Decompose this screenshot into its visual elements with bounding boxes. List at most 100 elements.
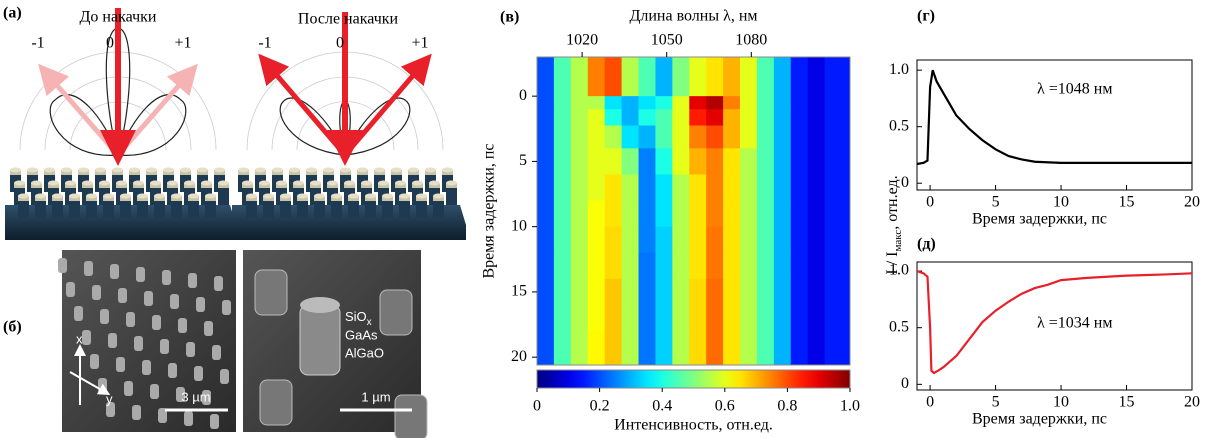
pillar [246,196,257,218]
pillar-top [137,193,148,199]
pillar-top [331,193,342,199]
pillar-top [10,167,21,173]
x-tick-label: 10 [1053,394,1069,411]
heat-cell [790,278,809,306]
pillar [306,170,317,192]
pillar [416,196,427,218]
sem-pillar [144,291,153,306]
y-tick-label: 0.5 [889,117,909,134]
pillar-top [255,167,266,173]
heat-cell [672,79,690,97]
x-tick-label: 1080 [735,32,767,49]
heat-cell [689,79,707,97]
pillar [289,170,300,192]
pillar-top [259,180,270,186]
heat-cell [638,174,656,202]
heat-cell [587,278,606,306]
pillar [255,170,266,192]
y-tick-label: 5 [519,152,527,169]
heat-cell [824,148,851,175]
pillar-top [214,167,225,173]
heat-cell [756,331,775,354]
colorbar-tick-label: 0 [533,398,541,415]
y-label-base: I / I [884,252,901,275]
sem-pillar [124,381,133,396]
pillar-top [103,193,114,199]
data-line [916,270,1193,375]
heat-cell [672,200,690,228]
heat-cell [655,304,673,332]
sem-pillar [194,366,203,381]
heat-cell [824,200,851,228]
pillar [133,183,144,205]
heat-cell [655,148,673,175]
pillar [188,196,199,218]
heat-cell [706,174,724,202]
heat-cell [553,200,572,228]
pillar-top [31,180,42,186]
pillar-top [27,167,38,173]
heat-cell [621,174,640,202]
x-tick-label: 15 [1119,394,1135,411]
y-label-sub: макс [892,230,904,252]
sem-pillar [222,300,231,315]
heat-cell [553,174,572,202]
heat-cell [807,125,826,149]
heat-cell [824,57,851,81]
heat-cell [706,125,724,149]
heat-cell [587,331,606,354]
colorbar-label: Интенсивность, отн.ед. [614,417,773,434]
heat-cell [604,148,623,175]
panel-label: (б) [3,319,22,336]
scale-label: 3 µm [181,389,210,404]
pillar [344,183,355,205]
heat-cell [689,125,707,149]
pillar-top [95,167,106,173]
sem-pillar [186,342,195,357]
pillar [197,170,208,192]
pillar-top [44,167,55,173]
heat-cell [756,304,775,332]
heat-cell [773,200,792,228]
heat-cell [570,174,589,202]
heat-cell [672,96,690,110]
heat-cell [621,252,640,280]
pillar [238,170,249,192]
heat-cell [756,252,775,280]
heat-cell [672,352,690,366]
pillar-top [365,193,376,199]
panel-title: До накачки [80,9,157,26]
pillar-top [446,180,457,186]
heat-cell [740,109,758,127]
heat-cell [638,96,656,110]
pillar-top [340,167,351,173]
pillar-top [171,193,182,199]
heat-cell [570,125,589,149]
pillar [214,170,225,192]
heat-cell [773,96,792,110]
heat-cell [790,174,809,202]
heat-cell [689,252,707,280]
pillar-array [10,167,457,218]
heat-cell [655,331,673,354]
sem-pillar [394,394,428,438]
heat-cell [689,148,707,175]
pillar [112,170,123,192]
heat-cell [672,252,690,280]
heat-cell [824,79,851,97]
pillar-top [154,193,165,199]
heat-cell [807,174,826,202]
pillar-top [310,180,321,186]
pillar-top [293,180,304,186]
pillar-top [116,180,127,186]
heat-cell [604,200,623,228]
x-tick-label: 1020 [566,32,598,49]
heat-cell [672,109,690,127]
pillar [374,170,385,192]
pillar-top [395,180,406,186]
heat-cell [638,109,656,127]
axis-name: y [106,391,113,406]
layer-label: GaAs [345,327,378,342]
heat-cell [587,125,606,149]
